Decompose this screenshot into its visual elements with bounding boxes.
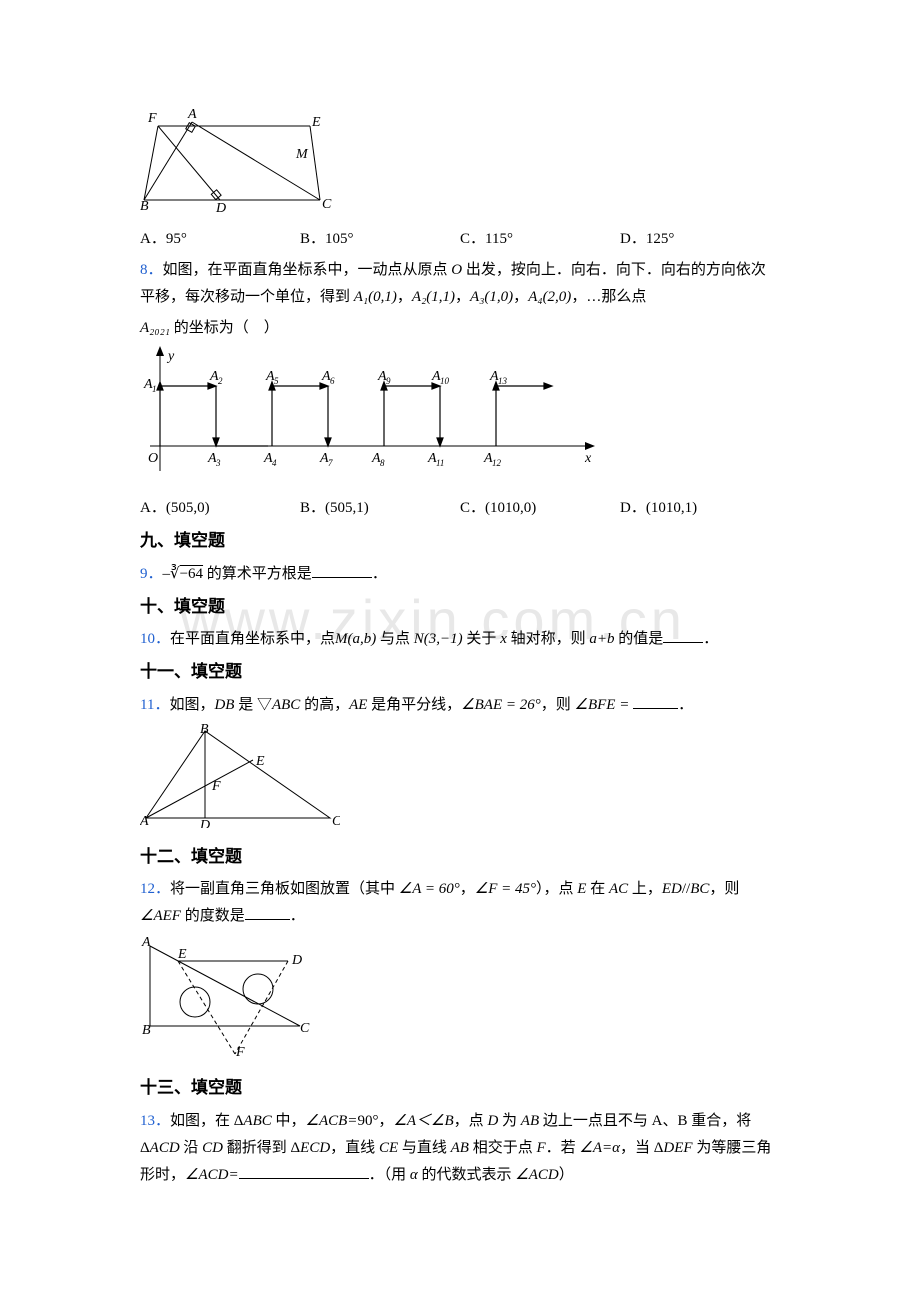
svg-text:B: B	[140, 199, 149, 212]
svg-text:7: 7	[328, 458, 333, 468]
svg-text:y: y	[166, 349, 175, 364]
q9-number: 9．	[140, 566, 163, 582]
svg-text:9: 9	[386, 376, 391, 386]
svg-text:D: D	[199, 818, 210, 828]
svg-text:E: E	[311, 115, 321, 130]
section-10-heading: 十、填空题	[140, 592, 780, 623]
svg-text:O: O	[148, 451, 158, 466]
svg-text:C: C	[300, 1021, 310, 1036]
q7-choice-d: D．125°	[620, 226, 780, 253]
q7-choice-a: A．95°	[140, 226, 300, 253]
q8-choice-a: A．(505,0)	[140, 495, 300, 522]
q7-choice-c: C．115°	[460, 226, 620, 253]
svg-text:A: A	[140, 814, 149, 828]
svg-text:M: M	[295, 147, 309, 162]
svg-text:4: 4	[272, 458, 277, 468]
svg-text:A: A	[141, 935, 151, 950]
svg-text:5: 5	[274, 376, 279, 386]
q10-text: 10．在平面直角坐标系中，点M(a,b) 与点 N(3,−1) 关于 x 轴对称…	[140, 626, 780, 653]
q7-choice-b: B．105°	[300, 226, 460, 253]
svg-text:F: F	[147, 111, 157, 126]
svg-text:1: 1	[152, 384, 157, 394]
svg-text:C: C	[322, 197, 332, 212]
section-11-heading: 十一、填空题	[140, 657, 780, 688]
section-9-heading: 九、填空题	[140, 526, 780, 557]
q8-text-line2: A₂₀₂₁ 的坐标为（ ）	[140, 315, 780, 342]
q8-number: 8．	[140, 262, 163, 278]
svg-text:D: D	[215, 201, 226, 212]
svg-text:E: E	[255, 754, 265, 769]
svg-text:13: 13	[498, 376, 508, 386]
svg-text:C: C	[332, 814, 340, 828]
svg-text:2: 2	[218, 376, 223, 386]
svg-text:11: 11	[436, 458, 444, 468]
q8-choices: A．(505,0) B．(505,1) C．(1010,0) D．(1010,1…	[140, 495, 780, 522]
svg-text:F: F	[235, 1045, 245, 1059]
q12-number: 12．	[140, 881, 170, 897]
svg-text:6: 6	[330, 376, 335, 386]
q8-choice-b: B．(505,1)	[300, 495, 460, 522]
q12-text: 12．将一副直角三角板如图放置（其中 ∠A = 60°，∠F = 45°），点 …	[140, 876, 780, 930]
q9-text: 9．–∛−64 的算术平方根是．	[140, 561, 780, 588]
svg-text:x: x	[584, 451, 592, 466]
q8-choice-d: D．(1010,1)	[620, 495, 780, 522]
svg-text:D: D	[291, 953, 302, 968]
q10-number: 10．	[140, 631, 170, 647]
section-12-heading: 十二、填空题	[140, 842, 780, 873]
svg-text:B: B	[142, 1023, 151, 1038]
q8-diagram: y x O A1 A2 A3 A4	[140, 346, 780, 491]
q11-number: 11．	[140, 697, 169, 713]
q11-text: 11．如图，DB 是 ▽ABC 的高，AE 是角平分线，∠BAE = 26°，则…	[140, 692, 780, 719]
svg-text:A: A	[187, 107, 197, 122]
svg-text:B: B	[200, 723, 209, 737]
section-13-heading: 十三、填空题	[140, 1073, 780, 1104]
svg-text:3: 3	[215, 458, 221, 468]
svg-text:E: E	[177, 947, 187, 962]
q7-choices: A．95° B．105° C．115° D．125°	[140, 226, 780, 253]
q11-diagram: B E F A D C	[140, 723, 780, 838]
q8-text: 8．如图，在平面直角坐标系中，一动点从原点 O 出发，按向上．向右．向下．向右的…	[140, 257, 780, 311]
svg-text:10: 10	[440, 376, 450, 386]
q12-diagram: A E D B C F	[140, 934, 780, 1069]
q13-number: 13．	[140, 1113, 170, 1129]
svg-text:F: F	[211, 779, 221, 794]
q7-diagram: F A E B D C M	[140, 104, 780, 222]
q8-choice-c: C．(1010,0)	[460, 495, 620, 522]
svg-text:12: 12	[492, 458, 502, 468]
svg-text:8: 8	[380, 458, 385, 468]
q13-text: 13．如图，在 ΔABC 中，∠ACB=90°，∠A＜∠B，点 D 为 AB 边…	[140, 1108, 780, 1189]
